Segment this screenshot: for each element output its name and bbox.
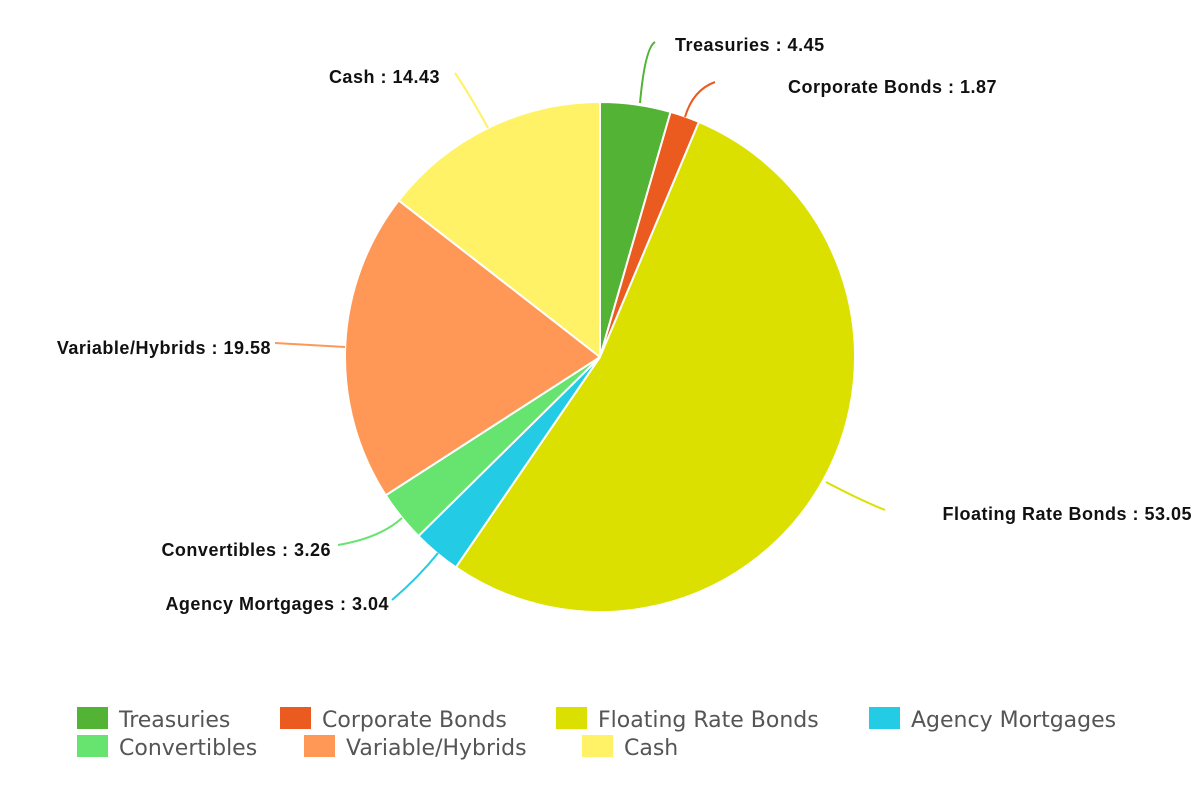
legend-label-floating-rate-bonds: Floating Rate Bonds [598, 708, 819, 733]
legend: Treasuries Corporate Bonds Floating Rate B… [77, 707, 1116, 761]
legend-swatch-floating-rate-bonds [556, 707, 587, 729]
slice-label-cash: Cash : 14.43 [329, 67, 440, 87]
connector-treasuries [639, 41, 656, 104]
legend-swatch-corporate-bonds [280, 707, 311, 729]
legend-label-corporate-bonds: Corporate Bonds [322, 708, 507, 733]
connector-cash [454, 72, 489, 129]
legend-item-convertibles[interactable]: Convertibles [77, 735, 257, 761]
connector-variable-hybrids [274, 342, 346, 348]
connector-floating-rate-bonds [825, 481, 886, 511]
legend-swatch-cash [582, 735, 613, 757]
connector-agency-mortgages [391, 552, 439, 601]
legend-label-variable-hybrids: Variable/Hybrids [346, 736, 527, 761]
legend-label-cash: Cash [624, 736, 678, 761]
legend-item-treasuries[interactable]: Treasuries [77, 707, 230, 733]
slice-label-agency-mortgages: Agency Mortgages : 3.04 [165, 594, 389, 614]
connector-convertibles [337, 517, 403, 546]
legend-label-agency-mortgages: Agency Mortgages [911, 708, 1116, 733]
legend-label-convertibles: Convertibles [119, 736, 257, 761]
legend-swatch-agency-mortgages [869, 707, 900, 729]
legend-item-agency-mortgages[interactable]: Agency Mortgages [869, 707, 1116, 733]
legend-swatch-convertibles [77, 735, 108, 757]
slice-label-connectors [274, 41, 886, 601]
legend-swatch-treasuries [77, 707, 108, 729]
legend-swatch-variable-hybrids [304, 735, 335, 757]
slice-label-corporate-bonds: Corporate Bonds : 1.87 [788, 77, 997, 97]
slice-labels: Treasuries : 4.45 Corporate Bonds : 1.87 F… [57, 35, 1192, 614]
legend-item-corporate-bonds[interactable]: Corporate Bonds [280, 707, 507, 733]
connector-corporate-bonds [684, 81, 716, 118]
slice-label-treasuries: Treasuries : 4.45 [675, 35, 825, 55]
pie-slice-variable-hybrids[interactable] [344, 199, 601, 497]
slice-label-variable-hybrids: Variable/Hybrids : 19.58 [57, 338, 271, 358]
legend-item-cash[interactable]: Cash [582, 735, 678, 761]
pie-slice-floating-rate-bonds[interactable] [454, 120, 856, 613]
slice-label-floating-rate-bonds: Floating Rate Bonds : 53.05 [942, 504, 1192, 524]
legend-label-treasuries: Treasuries [118, 708, 230, 733]
legend-item-variable-hybrids[interactable]: Variable/Hybrids [304, 735, 527, 761]
slice-label-convertibles: Convertibles : 3.26 [161, 540, 331, 560]
pie-slices [344, 101, 856, 613]
legend-item-floating-rate-bonds[interactable]: Floating Rate Bonds [556, 707, 819, 733]
